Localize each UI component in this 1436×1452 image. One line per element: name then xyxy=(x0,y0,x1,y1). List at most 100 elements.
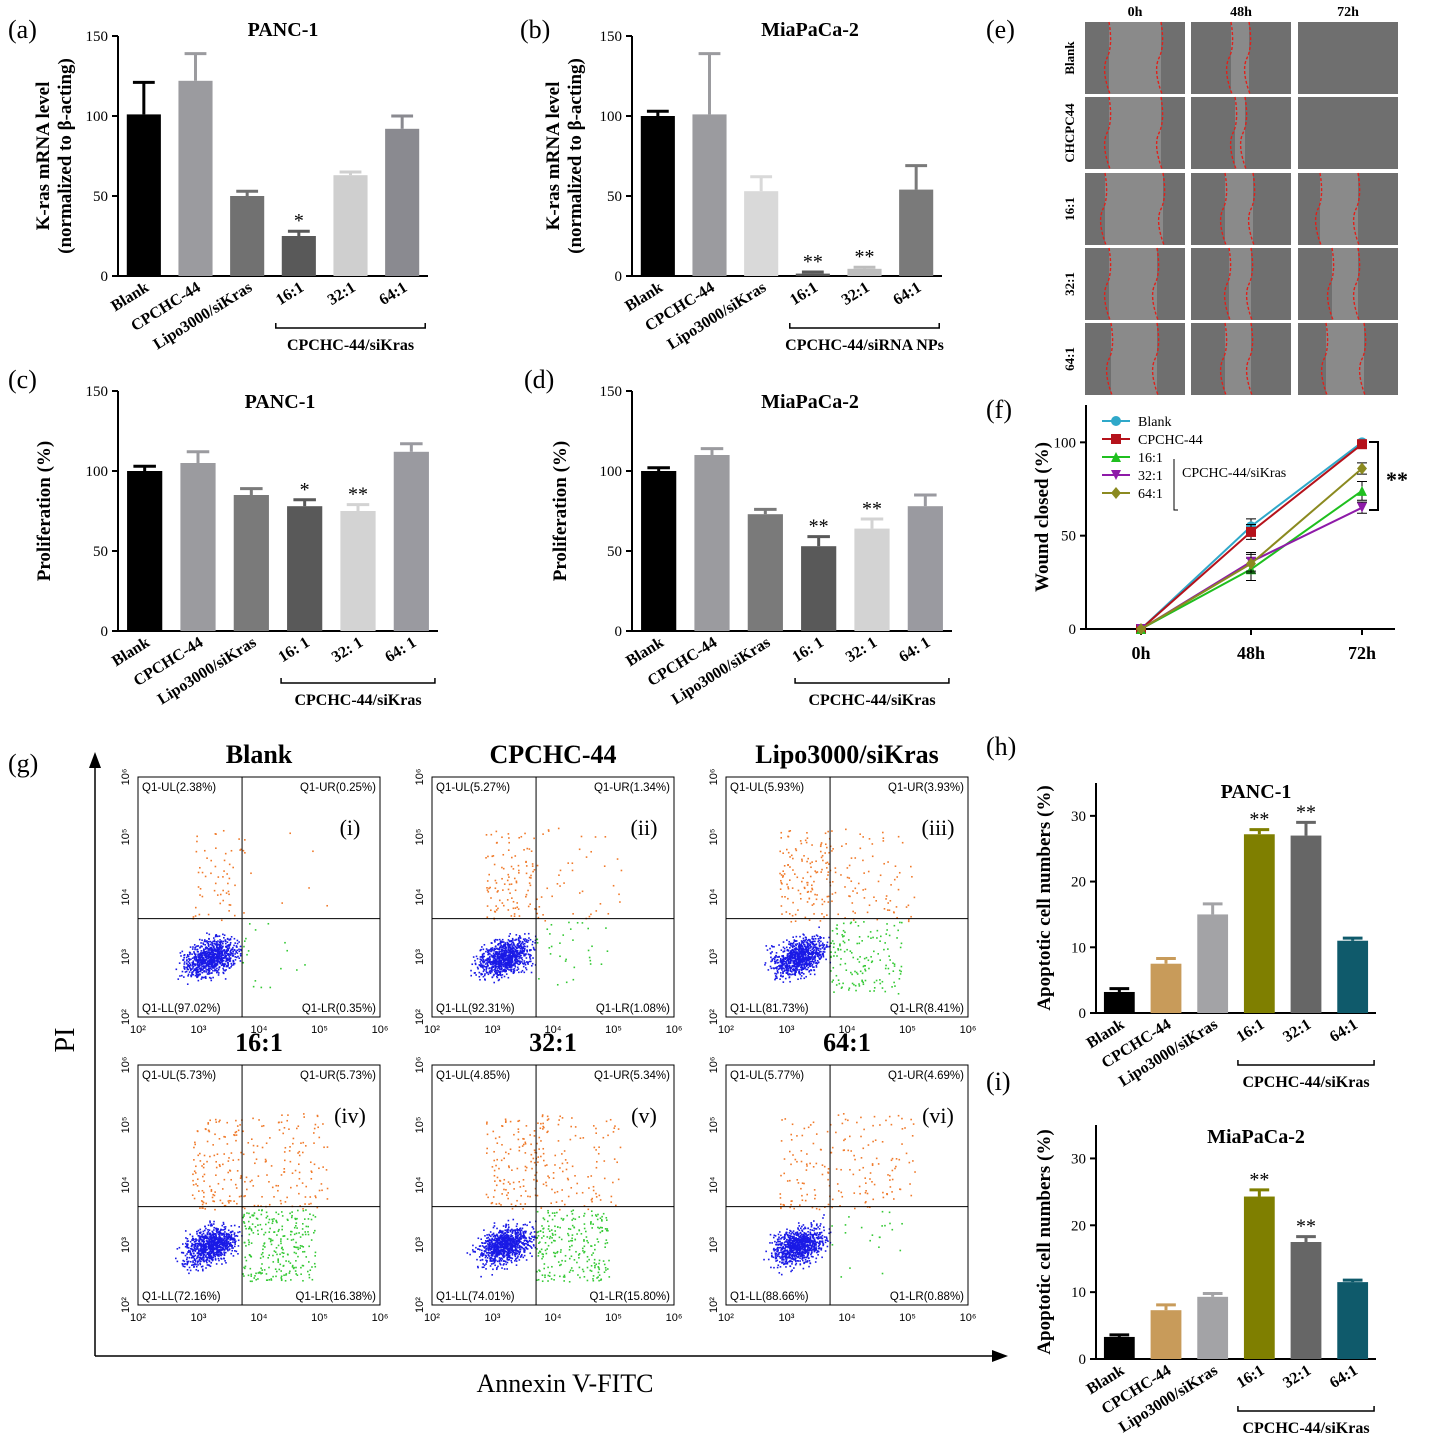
flow-dot xyxy=(201,976,203,979)
flow-dot xyxy=(525,872,528,875)
flow-dot xyxy=(486,889,489,891)
flow-dot xyxy=(790,945,792,947)
flow-dot xyxy=(540,896,543,898)
flow-dot xyxy=(784,964,786,967)
flow-dot xyxy=(183,1265,186,1268)
flow-dot xyxy=(802,937,805,940)
flow-dot xyxy=(603,865,606,867)
flow-dot xyxy=(497,907,499,910)
flow-dot xyxy=(213,958,215,961)
flow-dot xyxy=(195,850,198,853)
flow-dot xyxy=(831,929,834,932)
category-label: 64:1 xyxy=(1327,1362,1361,1392)
flow-dot xyxy=(526,945,529,948)
flow-dot xyxy=(194,1244,196,1247)
flow-dot xyxy=(525,957,528,959)
flow-dot xyxy=(320,1183,323,1185)
flow-dot xyxy=(227,949,230,951)
flow-dot xyxy=(213,948,216,950)
flow-dot xyxy=(216,1244,218,1247)
flow-dot xyxy=(222,940,225,943)
flow-dot xyxy=(804,957,807,960)
flow-dot xyxy=(508,946,510,949)
flow-dot xyxy=(814,951,817,953)
flow-dot xyxy=(487,950,490,953)
flow-dot xyxy=(498,963,500,965)
flow-dot xyxy=(326,904,328,907)
flow-dot xyxy=(819,937,821,940)
flow-dot xyxy=(238,941,240,943)
flow-dot xyxy=(517,963,520,966)
flow-dot xyxy=(220,1238,223,1241)
flow-dot xyxy=(235,1187,238,1189)
flow-dot xyxy=(223,952,226,955)
flow-dot xyxy=(221,1239,224,1242)
flow-dot xyxy=(898,969,901,972)
flow-dot xyxy=(209,952,212,955)
group-label: CPCHC-44/siRNA NPs xyxy=(785,337,944,354)
flow-dot xyxy=(226,950,229,953)
flow-dot xyxy=(298,1177,301,1180)
flow-x-tick-label: 10⁶ xyxy=(372,1024,389,1036)
flow-dot xyxy=(812,958,815,960)
flow-dot xyxy=(512,939,514,941)
flow-dot xyxy=(209,1248,211,1250)
flow-dot xyxy=(530,954,532,957)
flow-dot xyxy=(819,850,822,853)
wound-edge-line xyxy=(1320,322,1329,396)
flow-dot xyxy=(506,954,509,957)
flow-dot xyxy=(495,972,497,975)
flow-dot xyxy=(210,1241,213,1244)
flow-dot xyxy=(478,971,481,974)
flow-dot xyxy=(811,960,814,963)
flow-dot xyxy=(196,1184,199,1187)
flow-dot xyxy=(198,1240,200,1242)
flow-dot xyxy=(216,948,219,950)
flow-dot xyxy=(533,837,535,840)
flow-dot xyxy=(497,965,500,968)
flow-dot xyxy=(811,963,814,966)
flow-dot xyxy=(235,1134,238,1136)
flow-dot xyxy=(779,872,781,875)
flow-dot xyxy=(284,1146,287,1149)
legend-label: CPCHC-44 xyxy=(1138,433,1203,448)
flow-dot xyxy=(202,1239,205,1242)
flow-dot xyxy=(787,959,790,962)
flow-dot xyxy=(202,1259,204,1262)
flow-dot xyxy=(220,1232,222,1235)
flow-dot xyxy=(244,1180,246,1183)
bar xyxy=(340,511,376,631)
flow-dot xyxy=(217,960,220,962)
flow-dot xyxy=(211,962,214,964)
flow-dot xyxy=(211,1245,213,1248)
flow-dot xyxy=(238,1231,241,1233)
flow-dot xyxy=(213,1226,216,1229)
flow-dot xyxy=(779,965,782,968)
data-point xyxy=(1136,623,1146,635)
flow-dot xyxy=(225,949,228,951)
flow-dot xyxy=(480,959,482,961)
flow-dot xyxy=(204,1234,207,1237)
flow-dot xyxy=(245,1245,247,1247)
flow-dot xyxy=(806,837,809,839)
flow-dot xyxy=(211,1196,214,1199)
flow-dot xyxy=(230,1244,232,1247)
flow-dot xyxy=(788,962,790,965)
flow-dot xyxy=(228,1243,231,1246)
flow-dot xyxy=(186,1262,189,1265)
flow-dot xyxy=(200,1238,203,1241)
flow-dot xyxy=(487,958,490,961)
flow-dot xyxy=(227,1236,230,1239)
flow-dot xyxy=(228,945,230,948)
flow-dot xyxy=(211,953,214,955)
flow-dot xyxy=(181,950,184,953)
panel-label-e: (e) xyxy=(986,15,1015,44)
flow-dot xyxy=(507,939,510,941)
flow-dot xyxy=(232,1238,235,1241)
flow-y-tick-label: 10⁶ xyxy=(120,769,132,786)
flow-dot xyxy=(214,1247,217,1250)
flow-dot xyxy=(798,943,801,946)
flow-dot xyxy=(205,977,207,980)
flow-dot xyxy=(507,962,510,964)
flow-dot xyxy=(198,967,201,970)
